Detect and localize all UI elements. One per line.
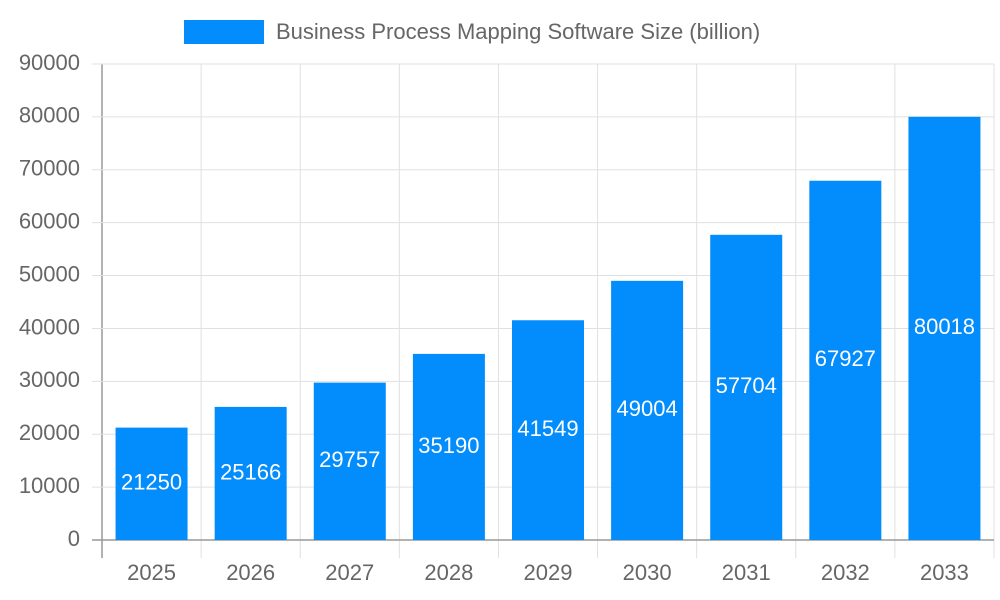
bar: [412, 353, 485, 540]
x-tick-label: 2028: [424, 560, 473, 585]
y-tick-label: 60000: [19, 208, 80, 233]
x-tick-label: 2026: [226, 560, 275, 585]
bar: [214, 406, 287, 540]
x-tick-label: 2032: [821, 560, 870, 585]
data-label: 57704: [716, 373, 777, 398]
x-tick-label: 2027: [325, 560, 374, 585]
y-tick-label: 10000: [19, 473, 80, 498]
y-tick-label: 90000: [19, 50, 80, 75]
y-tick-label: 20000: [19, 420, 80, 445]
data-label: 41549: [517, 416, 578, 441]
data-label: 67927: [815, 346, 876, 371]
x-tick-label: 2030: [623, 560, 672, 585]
data-label: 80018: [914, 314, 975, 339]
y-tick-label: 0: [68, 526, 80, 551]
x-tick-label: 2025: [127, 560, 176, 585]
legend-label[interactable]: Business Process Mapping Software Size (…: [276, 19, 760, 44]
data-label: 29757: [319, 447, 380, 472]
data-label: 49004: [617, 396, 678, 421]
data-label: 35190: [418, 433, 479, 458]
bar: [710, 234, 783, 541]
y-tick-label: 70000: [19, 156, 80, 181]
x-tick-label: 2033: [920, 560, 969, 585]
y-tick-label: 50000: [19, 261, 80, 286]
y-tick-label: 40000: [19, 314, 80, 339]
y-tick-label: 80000: [19, 103, 80, 128]
x-tick-label: 2031: [722, 560, 771, 585]
y-tick-label: 30000: [19, 367, 80, 392]
x-tick-label: 2029: [524, 560, 573, 585]
legend-swatch[interactable]: [184, 20, 264, 44]
data-label: 25166: [220, 459, 281, 484]
bar: [115, 427, 188, 540]
bar: [611, 280, 684, 540]
bar: [313, 382, 386, 540]
bar: [512, 320, 584, 540]
bar: [809, 180, 882, 540]
bar: [908, 116, 981, 540]
data-label: 21250: [121, 470, 182, 495]
